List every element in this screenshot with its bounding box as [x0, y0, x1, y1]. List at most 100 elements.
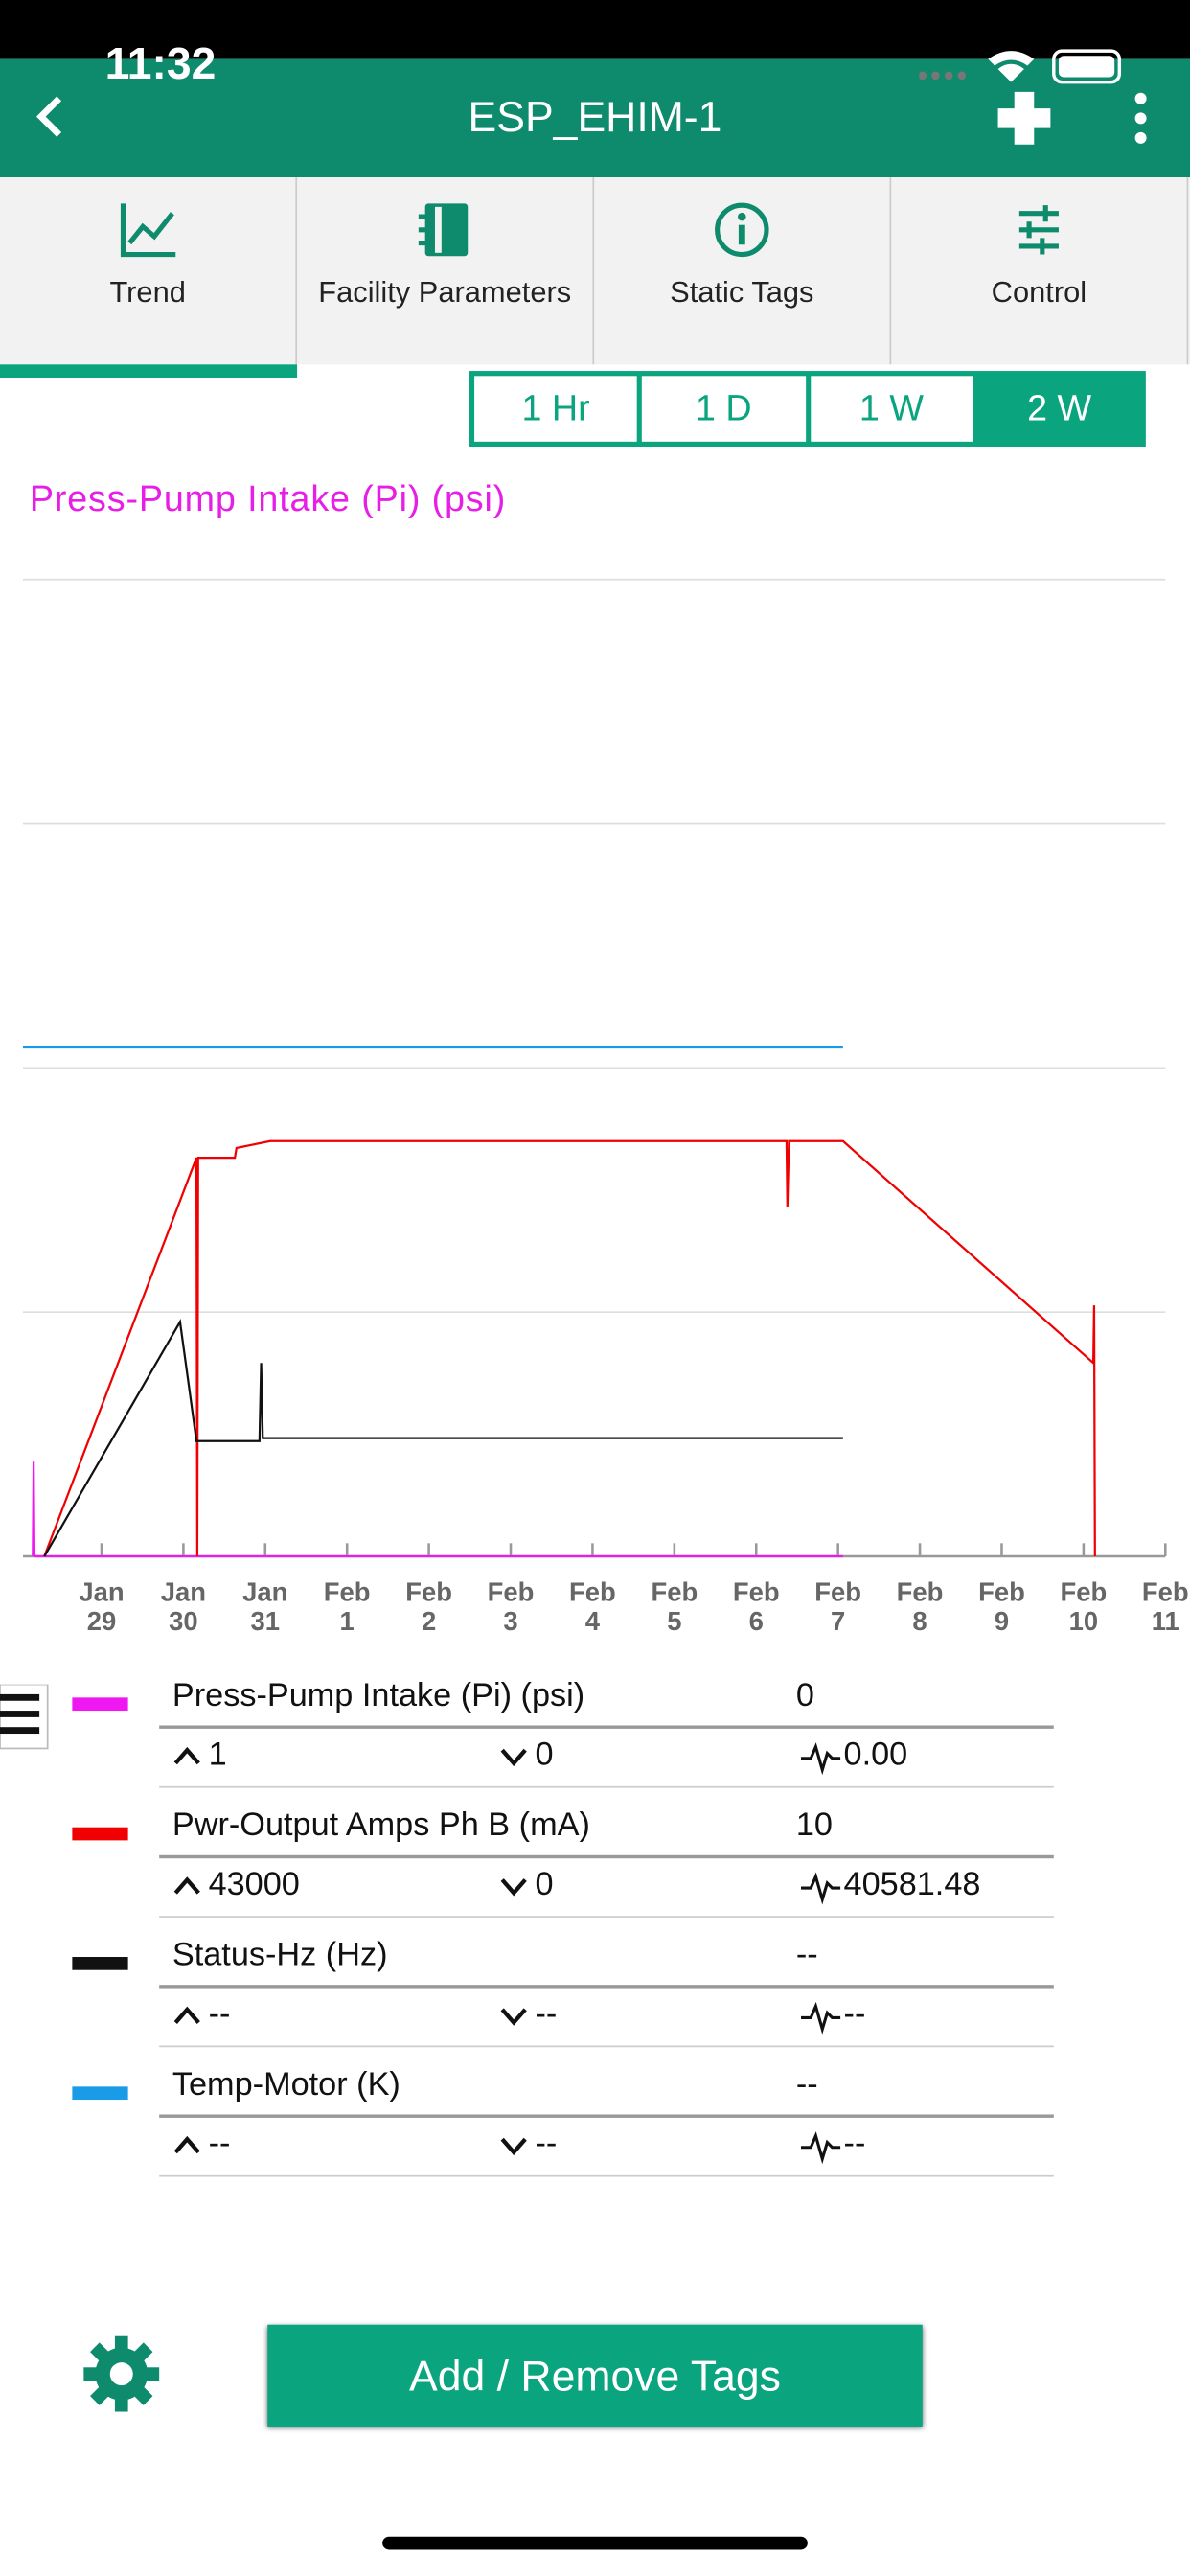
- stat-icons: [173, 2131, 841, 2165]
- avg-value: --: [843, 2126, 866, 2163]
- range-button[interactable]: 1 W: [810, 376, 973, 442]
- avg-icon: [800, 2131, 841, 2165]
- add-remove-tags-button[interactable]: Add / Remove Tags: [267, 2324, 923, 2426]
- row-divider: [159, 2114, 1054, 2118]
- legend-name: Status-Hz (Hz): [172, 1937, 388, 1974]
- avg-value: 40581.48: [843, 1866, 981, 1903]
- max-icon: [173, 2006, 200, 2024]
- tab-indicator: [0, 364, 298, 379]
- current-value: 10: [795, 1807, 833, 1844]
- row-divider: [159, 1854, 1054, 1859]
- x-tick-label: Feb 10: [1060, 1579, 1108, 1637]
- legend-swatch: [72, 1697, 128, 1712]
- more-button[interactable]: [1130, 89, 1153, 149]
- avg-value: --: [843, 1996, 866, 2033]
- min-value: --: [535, 2126, 558, 2163]
- legend-swatch: [72, 2086, 128, 2101]
- status-bar: [0, 0, 1190, 59]
- x-tick-label: Feb 3: [487, 1579, 535, 1637]
- min-icon: [500, 2137, 527, 2156]
- range-button[interactable]: 1 D: [642, 376, 806, 442]
- x-tick-label: Jan 29: [79, 1579, 125, 1637]
- min-icon: [500, 1878, 527, 1897]
- max-icon: [173, 1746, 200, 1765]
- min-value: 0: [535, 1866, 554, 1903]
- screen-title: ESP_EHIM-1: [468, 91, 722, 142]
- status-icons: [919, 49, 1122, 84]
- back-button[interactable]: [30, 92, 76, 141]
- legend-name: Temp-Motor (K): [172, 2066, 400, 2104]
- x-tick-label: Feb 5: [651, 1579, 698, 1637]
- tab-label: Trend: [109, 275, 186, 310]
- row-divider: [159, 1785, 1054, 1788]
- min-value: --: [535, 1996, 558, 2033]
- x-tick-label: Feb 2: [405, 1579, 452, 1637]
- row-divider: [159, 1916, 1054, 1918]
- avg-value: 0.00: [843, 1736, 908, 1774]
- x-tick-label: Feb 6: [732, 1579, 780, 1637]
- max-value: 1: [208, 1736, 227, 1774]
- legend-swatch: [72, 1957, 128, 1970]
- tab-icon: [1018, 205, 1059, 255]
- tab[interactable]: Facility Parameters: [297, 177, 595, 365]
- current-value: 0: [795, 1677, 814, 1714]
- range-button[interactable]: 2 W: [977, 376, 1141, 442]
- row-divider: [159, 2045, 1054, 2048]
- legend-swatch: [72, 1827, 128, 1841]
- tab-icon: [418, 203, 469, 257]
- home-indicator: [382, 2536, 808, 2550]
- stat-icons: [173, 1872, 841, 1905]
- legend-name: Pwr-Output Amps Ph B (mA): [172, 1807, 590, 1844]
- max-icon: [173, 1876, 200, 1895]
- tab[interactable]: Control: [891, 177, 1189, 365]
- series-line: [43, 1139, 1096, 1557]
- tab-icon: [715, 202, 769, 258]
- chart: [22, 578, 1167, 1558]
- min-value: 0: [535, 1736, 554, 1774]
- max-value: --: [208, 1996, 231, 2033]
- series-line: [43, 1319, 843, 1557]
- add-button[interactable]: [995, 89, 1054, 149]
- tab-label: Control: [991, 275, 1087, 310]
- x-tick-label: Feb 7: [814, 1579, 862, 1637]
- row-divider: [159, 1725, 1054, 1729]
- max-value: 43000: [208, 1866, 300, 1903]
- tab-icon: [120, 203, 176, 258]
- min-icon: [500, 2008, 527, 2026]
- stat-icons: [173, 2001, 841, 2035]
- tab-label: Static Tags: [670, 275, 814, 310]
- series-line: [32, 1461, 843, 1558]
- stat-icons: [173, 1742, 841, 1776]
- avg-icon: [800, 2001, 841, 2035]
- chart-title: Press-Pump Intake (Pi) (psi): [29, 477, 507, 519]
- x-tick-label: Jan 30: [160, 1579, 206, 1637]
- tab[interactable]: Trend: [0, 177, 298, 365]
- current-value: --: [795, 1937, 818, 1974]
- min-icon: [500, 1748, 527, 1767]
- current-value: --: [795, 2066, 818, 2104]
- header-bar: [0, 58, 1190, 178]
- max-icon: [173, 2135, 200, 2154]
- range-button[interactable]: 1 Hr: [474, 376, 638, 442]
- clock: 11:32: [104, 39, 217, 89]
- x-tick-label: Feb 9: [978, 1579, 1025, 1637]
- tab[interactable]: Static Tags: [594, 177, 892, 365]
- avg-icon: [800, 1872, 841, 1905]
- avg-icon: [800, 1742, 841, 1776]
- tab-bar: Trend Facility Parameters Static Tags Co…: [0, 177, 1190, 365]
- menu-icon[interactable]: [0, 1684, 49, 1751]
- max-value: --: [208, 2126, 231, 2163]
- x-tick-label: Feb 11: [1141, 1579, 1189, 1637]
- x-tick-label: Feb 8: [896, 1579, 944, 1637]
- legend-name: Press-Pump Intake (Pi) (psi): [172, 1677, 585, 1714]
- row-divider: [159, 2174, 1054, 2177]
- x-tick-label: Feb 1: [323, 1579, 371, 1637]
- tab-label: Facility Parameters: [318, 275, 572, 310]
- x-tick-label: Jan 31: [242, 1579, 288, 1637]
- settings-button[interactable]: [82, 2334, 161, 2413]
- x-tick-label: Feb 4: [569, 1579, 616, 1637]
- row-divider: [159, 1985, 1054, 1989]
